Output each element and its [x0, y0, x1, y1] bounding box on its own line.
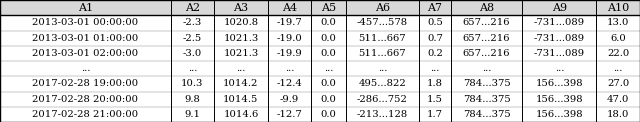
Text: 1.5: 1.5 — [427, 95, 443, 104]
Text: 2017-02-28 20:00:00: 2017-02-28 20:00:00 — [33, 95, 138, 104]
Text: A8: A8 — [479, 3, 494, 13]
Text: 657...216: 657...216 — [463, 18, 510, 27]
Text: 784...375: 784...375 — [463, 79, 511, 88]
Text: 1014.5: 1014.5 — [223, 95, 259, 104]
Text: 1.8: 1.8 — [427, 79, 443, 88]
Text: 13.0: 13.0 — [607, 18, 629, 27]
Text: 0.0: 0.0 — [321, 110, 336, 119]
Text: A3: A3 — [234, 3, 248, 13]
Text: ...: ... — [378, 64, 387, 73]
Text: 18.0: 18.0 — [607, 110, 629, 119]
Text: -19.9: -19.9 — [276, 49, 302, 58]
Text: 2013-03-01 01:00:00: 2013-03-01 01:00:00 — [33, 34, 139, 43]
Text: ...: ... — [81, 64, 90, 73]
Text: 1021.3: 1021.3 — [223, 34, 259, 43]
Text: 27.0: 27.0 — [607, 79, 629, 88]
Text: 0.0: 0.0 — [321, 79, 336, 88]
Text: -12.4: -12.4 — [276, 79, 302, 88]
Text: 1021.3: 1021.3 — [223, 49, 259, 58]
Text: ...: ... — [614, 64, 623, 73]
Text: -731...089: -731...089 — [534, 34, 585, 43]
Text: 156...398: 156...398 — [536, 95, 583, 104]
Text: 0.7: 0.7 — [427, 34, 443, 43]
Text: A7: A7 — [428, 3, 442, 13]
Text: -19.0: -19.0 — [276, 34, 302, 43]
Text: 156...398: 156...398 — [536, 79, 583, 88]
Text: 9.1: 9.1 — [184, 110, 200, 119]
Text: 6.0: 6.0 — [611, 34, 626, 43]
Text: 495...822: 495...822 — [358, 79, 406, 88]
Text: ...: ... — [324, 64, 333, 73]
Text: 2013-03-01 00:00:00: 2013-03-01 00:00:00 — [33, 18, 138, 27]
Text: -213...128: -213...128 — [356, 110, 408, 119]
Text: 1014.2: 1014.2 — [223, 79, 259, 88]
Text: 0.0: 0.0 — [321, 95, 336, 104]
Text: 47.0: 47.0 — [607, 95, 629, 104]
Text: 0.0: 0.0 — [321, 34, 336, 43]
Text: 511...667: 511...667 — [358, 34, 406, 43]
Text: ...: ... — [236, 64, 246, 73]
Text: 0.0: 0.0 — [321, 18, 336, 27]
Text: 784...375: 784...375 — [463, 95, 511, 104]
Text: ...: ... — [430, 64, 440, 73]
Text: -731...089: -731...089 — [534, 18, 585, 27]
Bar — [0, 0, 640, 15]
Text: 1.7: 1.7 — [427, 110, 443, 119]
Text: 784...375: 784...375 — [463, 110, 511, 119]
Text: 0.2: 0.2 — [427, 49, 443, 58]
Text: A10: A10 — [607, 3, 629, 13]
Text: ...: ... — [188, 64, 197, 73]
Text: ...: ... — [285, 64, 294, 73]
Text: A9: A9 — [552, 3, 567, 13]
Text: 9.8: 9.8 — [184, 95, 200, 104]
Text: A6: A6 — [375, 3, 390, 13]
Text: 1020.8: 1020.8 — [223, 18, 259, 27]
Text: -731...089: -731...089 — [534, 49, 585, 58]
Text: 0.5: 0.5 — [427, 18, 443, 27]
Text: -286...752: -286...752 — [357, 95, 408, 104]
Text: -12.7: -12.7 — [276, 110, 302, 119]
Text: ...: ... — [482, 64, 492, 73]
Text: A1: A1 — [78, 3, 93, 13]
Text: A5: A5 — [321, 3, 336, 13]
Text: 22.0: 22.0 — [607, 49, 629, 58]
Text: -457...578: -457...578 — [357, 18, 408, 27]
Text: 2013-03-01 02:00:00: 2013-03-01 02:00:00 — [33, 49, 138, 58]
Text: 657...216: 657...216 — [463, 34, 510, 43]
Text: -19.7: -19.7 — [276, 18, 302, 27]
Text: ...: ... — [555, 64, 564, 73]
Text: -3.0: -3.0 — [183, 49, 202, 58]
Text: 1014.6: 1014.6 — [223, 110, 259, 119]
Text: 2017-02-28 21:00:00: 2017-02-28 21:00:00 — [33, 110, 138, 119]
Text: A2: A2 — [185, 3, 200, 13]
Text: -9.9: -9.9 — [280, 95, 299, 104]
Text: 0.0: 0.0 — [321, 49, 336, 58]
Text: -2.3: -2.3 — [183, 18, 202, 27]
Text: 2017-02-28 19:00:00: 2017-02-28 19:00:00 — [33, 79, 138, 88]
Text: 511...667: 511...667 — [358, 49, 406, 58]
Text: 10.3: 10.3 — [181, 79, 204, 88]
Text: 156...398: 156...398 — [536, 110, 583, 119]
Text: 657...216: 657...216 — [463, 49, 510, 58]
Text: A4: A4 — [282, 3, 297, 13]
Text: -2.5: -2.5 — [183, 34, 202, 43]
